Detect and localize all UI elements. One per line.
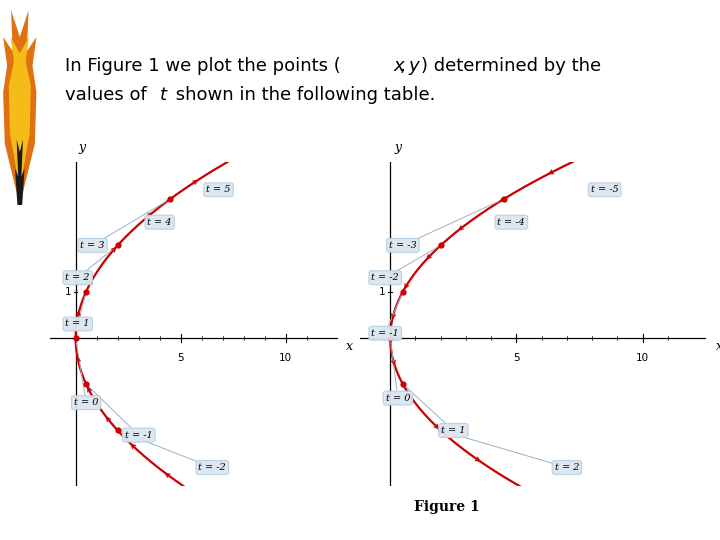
Text: t = 1: t = 1 — [441, 426, 466, 435]
Text: values of: values of — [65, 86, 153, 104]
Text: 1: 1 — [66, 287, 72, 296]
Text: x: x — [716, 340, 720, 353]
Text: y: y — [395, 141, 402, 154]
Text: In Figure 1 we plot the points (: In Figure 1 we plot the points ( — [65, 57, 341, 75]
Text: shown in the following table.: shown in the following table. — [170, 86, 436, 104]
Text: x: x — [394, 57, 405, 75]
Text: t = -2: t = -2 — [372, 273, 399, 282]
Text: t = 4: t = 4 — [148, 218, 172, 227]
Text: t = 2: t = 2 — [66, 273, 90, 282]
Text: t = 0: t = 0 — [386, 394, 410, 402]
Text: t: t — [160, 86, 167, 104]
Text: ,: , — [400, 57, 411, 75]
Text: t = -5: t = -5 — [591, 185, 618, 194]
Text: t = -1: t = -1 — [372, 329, 399, 338]
Text: 7: 7 — [691, 522, 702, 537]
Text: 10: 10 — [279, 353, 292, 363]
Text: y: y — [78, 141, 86, 154]
Text: t = -2: t = -2 — [199, 463, 226, 472]
Polygon shape — [15, 139, 24, 205]
Text: 10: 10 — [636, 353, 649, 363]
Text: t = -4: t = -4 — [498, 218, 525, 227]
Text: x: x — [346, 340, 354, 353]
Text: 5: 5 — [177, 353, 184, 363]
Polygon shape — [3, 10, 37, 205]
Text: t = 2: t = 2 — [554, 463, 579, 472]
Text: t = 3: t = 3 — [80, 241, 104, 250]
Text: 1: 1 — [379, 287, 386, 296]
Text: t = 0: t = 0 — [74, 398, 99, 407]
Text: t = 5: t = 5 — [207, 185, 231, 194]
Text: 5: 5 — [513, 353, 520, 363]
Text: t = -3: t = -3 — [389, 241, 417, 250]
Text: ) determined by the: ) determined by the — [421, 57, 601, 75]
Text: Figure 1: Figure 1 — [413, 500, 480, 514]
Text: y: y — [408, 57, 419, 75]
Text: t = 1: t = 1 — [66, 320, 90, 328]
Polygon shape — [9, 37, 31, 189]
Text: t = -1: t = -1 — [125, 430, 153, 440]
